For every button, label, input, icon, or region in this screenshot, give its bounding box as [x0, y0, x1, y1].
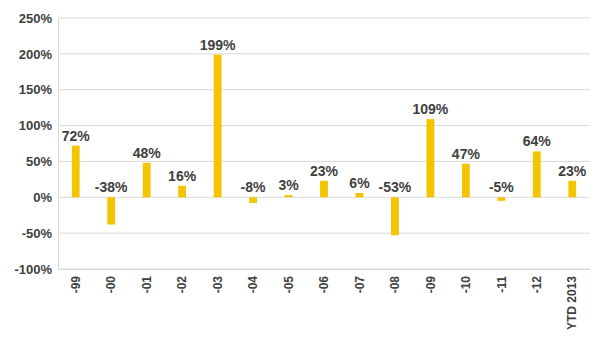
x-tick: -10 — [459, 276, 473, 294]
y-axis: -100% -50% 0% 50% 100% 150% 200% 250% — [14, 11, 58, 277]
bar — [178, 186, 186, 197]
x-tick: -02 — [175, 276, 189, 294]
chart: -100%-50%0%50%100%150%200%250%-99-00-01-… — [0, 0, 600, 347]
data-labels: 72% -38% 48% 16% 199% -8% 3% 23% 6% -53% 109% 47% -5… — [62, 37, 587, 196]
bars — [72, 55, 576, 236]
data-label: -8% — [241, 179, 266, 195]
bar — [568, 181, 576, 197]
bar — [249, 197, 257, 203]
data-label: -53% — [379, 179, 412, 195]
data-label: 72% — [62, 128, 91, 144]
x-tick: -12 — [530, 276, 544, 294]
bar — [214, 55, 222, 198]
grid-line — [58, 269, 590, 270]
data-label: 3% — [278, 177, 299, 193]
x-tick: -99 — [69, 276, 83, 294]
x-tick: -05 — [282, 276, 296, 294]
data-label: 47% — [452, 146, 481, 162]
x-tick-label: -12 — [530, 276, 544, 294]
y-tick: 150% — [19, 82, 58, 97]
y-tick: 200% — [19, 47, 58, 62]
x-tick-label: -06 — [317, 276, 331, 294]
data-label: -5% — [489, 179, 514, 195]
grid-line — [58, 125, 590, 126]
grid-line — [58, 161, 590, 162]
y-tick: 0% — [33, 190, 58, 205]
grid — [58, 18, 590, 269]
x-tick: -03 — [211, 276, 225, 294]
y-tick: 50% — [26, 154, 58, 169]
bar — [107, 197, 115, 224]
y-tick-label: 250% — [19, 11, 53, 26]
x-tick-label: -00 — [104, 276, 118, 294]
y-tick: 100% — [19, 118, 58, 133]
y-tick-label: 150% — [19, 82, 53, 97]
data-label: 48% — [133, 145, 162, 161]
x-tick-label: -04 — [246, 276, 260, 294]
x-tick-label: -99 — [69, 276, 83, 294]
x-tick-label: -08 — [388, 276, 402, 294]
x-tick-label: -09 — [424, 276, 438, 294]
y-tick: -50% — [22, 226, 58, 241]
data-label: 23% — [558, 163, 587, 179]
x-tick: -09 — [424, 276, 438, 294]
y-tick-label: 100% — [19, 118, 53, 133]
data-label: -38% — [95, 179, 128, 195]
x-tick: -07 — [353, 276, 367, 294]
bar — [462, 164, 470, 198]
x-tick-label: -11 — [495, 276, 509, 293]
bar — [426, 119, 434, 197]
y-tick-label: 200% — [19, 47, 53, 62]
data-label: 23% — [310, 163, 339, 179]
x-tick-label: -10 — [459, 276, 473, 294]
bar — [320, 181, 328, 197]
y-tick-label: -100% — [14, 262, 52, 277]
y-tick: -100% — [14, 262, 58, 277]
y-tick-label: -50% — [22, 226, 53, 241]
bar — [391, 197, 399, 235]
bar — [497, 197, 505, 201]
x-axis-line — [59, 269, 591, 270]
x-tick: -01 — [140, 276, 154, 294]
grid-line — [58, 233, 590, 234]
x-tick-label: -03 — [211, 276, 225, 294]
data-label: 109% — [412, 101, 448, 117]
grid-line — [58, 89, 590, 90]
y-tick-label: 0% — [33, 190, 52, 205]
x-tick-label: YTD 2013 — [565, 276, 579, 330]
bar — [356, 193, 364, 197]
data-label: 16% — [168, 168, 197, 184]
x-tick: -00 — [104, 276, 118, 294]
x-tick-label: -07 — [353, 276, 367, 294]
x-tick: -04 — [246, 276, 260, 294]
data-label: 6% — [349, 175, 370, 191]
bar — [143, 163, 151, 197]
bar — [533, 151, 541, 197]
grid-line — [58, 18, 590, 19]
bar — [72, 146, 80, 198]
y-tick: 250% — [19, 11, 58, 26]
x-tick-label: -02 — [175, 276, 189, 294]
x-tick-label: -05 — [282, 276, 296, 294]
data-label: 199% — [200, 37, 236, 53]
x-tick: YTD 2013 — [565, 276, 579, 330]
y-axis-line — [58, 19, 59, 270]
grid-line — [58, 53, 590, 54]
x-tick: -08 — [388, 276, 402, 294]
x-tick-label: -01 — [140, 276, 154, 294]
x-tick: -11 — [495, 276, 509, 293]
bar — [285, 195, 293, 197]
x-tick: -06 — [317, 276, 331, 294]
y-tick-label: 50% — [26, 154, 52, 169]
data-label: 64% — [523, 133, 552, 149]
x-axis: -99 -00 -01 -02 -03 -04 -05 -06 -07 -08 -09 -10 -11 -… — [59, 270, 591, 331]
plot: -100%-50%0%50%100%150%200%250%-99-00-01-… — [14, 11, 590, 330]
